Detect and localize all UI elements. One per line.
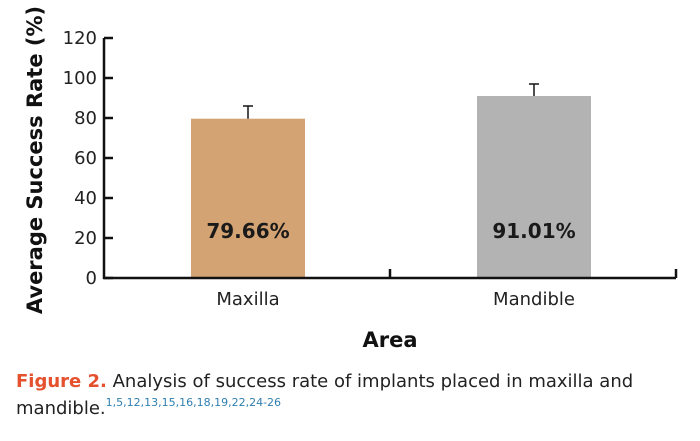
figure-label: Figure 2. bbox=[16, 371, 107, 392]
bar-chart: 79.66% 91.01% Maxilla Mandible 0 20 40 60 80 100… bbox=[23, 6, 678, 350]
x-tick-label-mandible: Mandible bbox=[493, 289, 575, 310]
caption-references: 1,5,12,13,15,16,18,19,22,24-26 bbox=[105, 396, 282, 409]
y-tick-label-100: 100 bbox=[63, 68, 97, 89]
y-tick-label-0: 0 bbox=[86, 268, 97, 289]
y-tick-label-120: 120 bbox=[63, 28, 97, 49]
x-tick-label-maxilla: Maxilla bbox=[216, 289, 279, 310]
bar-maxilla bbox=[191, 118, 305, 279]
y-axis-title: Average Success Rate (%) bbox=[23, 6, 47, 314]
data-label-maxilla: 79.66% bbox=[206, 219, 289, 243]
figure-caption: Figure 2. Analysis of success rate of im… bbox=[16, 368, 686, 422]
y-tick-label-40: 40 bbox=[74, 188, 97, 209]
data-label-mandible: 91.01% bbox=[492, 219, 575, 243]
x-axis-title: Area bbox=[362, 328, 417, 350]
y-tick-label-80: 80 bbox=[74, 108, 97, 129]
y-tick-label-60: 60 bbox=[74, 148, 97, 169]
bar-mandible bbox=[477, 95, 591, 278]
caption-text: Analysis of success rate of implants pla… bbox=[16, 371, 634, 419]
axes-layer: Maxilla Mandible 0 20 40 60 80 100 120 bbox=[63, 28, 678, 310]
bars-layer: 79.66% 91.01% bbox=[191, 83, 591, 279]
y-tick-label-20: 20 bbox=[74, 228, 97, 249]
